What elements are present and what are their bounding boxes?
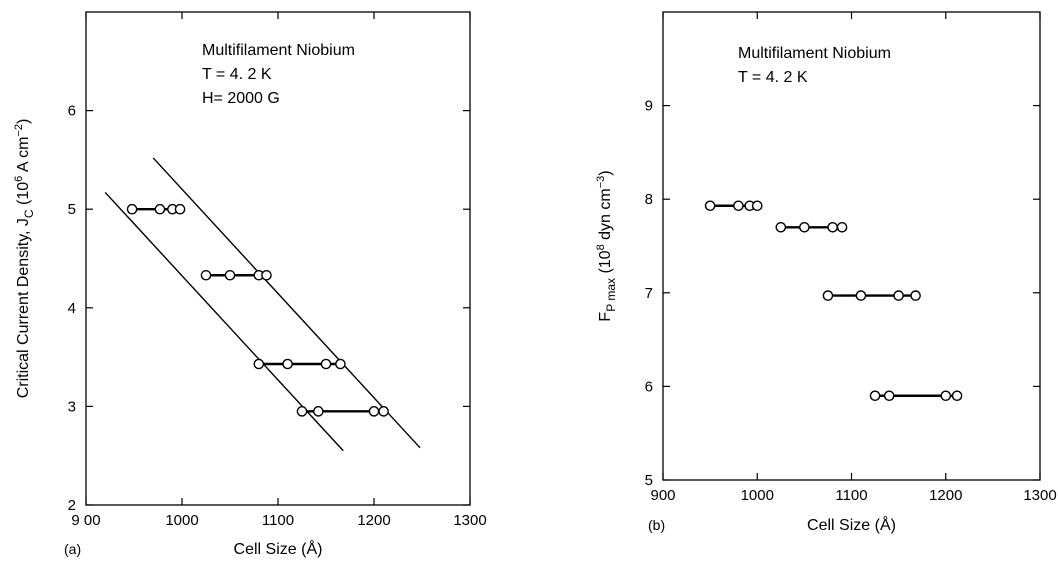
x-tick-label: 1300 (1023, 487, 1056, 504)
y-tick-label: 7 (645, 285, 653, 302)
data-point (282, 358, 293, 370)
annotation-line: T = 4. 2 K (202, 66, 272, 83)
y-tick-label: 5 (68, 201, 76, 218)
data-point (704, 200, 716, 212)
y-tick-label: 4 (68, 300, 76, 317)
panel-b: 900 1000 1100 1200 1300 5 6 7 8 9 Multifilament Ni… (595, 11, 1057, 534)
x-tick-label: 1200 (357, 512, 390, 529)
data-point (253, 358, 265, 370)
data-point (799, 221, 810, 233)
y-axis-label: Critical Current Density, JC (106 A cm−2… (13, 119, 36, 399)
data-point (910, 290, 921, 301)
data-point (335, 358, 346, 370)
panel-a: 9 00 1000 1100 1200 1300 2 3 4 5 6 Multifilament N… (13, 11, 487, 558)
data-point (827, 221, 838, 233)
y-tick-label: 8 (645, 191, 653, 208)
data-point (296, 406, 308, 417)
data-point (320, 358, 332, 370)
data-point (775, 221, 787, 233)
data-point (174, 203, 186, 215)
annotation-line: Multifilament Niobium (738, 45, 891, 62)
x-tick-label: 1200 (929, 487, 962, 504)
data-point (733, 200, 744, 212)
annotation-line: T = 4. 2 K (738, 69, 808, 86)
data-point (261, 269, 272, 281)
x-tick-label: 1000 (741, 487, 774, 504)
panel-label: (b) (648, 517, 665, 533)
data-point (940, 390, 952, 402)
x-tick-label: 1300 (453, 512, 486, 529)
data-point (368, 406, 380, 417)
annotation-line: H= 2000 G (202, 90, 280, 107)
data-point (951, 390, 963, 402)
x-tick-label: 1100 (835, 487, 867, 504)
plot-frame (85, 11, 471, 506)
x-tick-label: 900 (650, 487, 675, 504)
plot-frame (662, 11, 1041, 481)
data-point (224, 269, 236, 281)
trend-line (152, 157, 421, 449)
data-point (313, 406, 324, 417)
y-tick-label: 6 (645, 378, 653, 395)
x-axis-label: Cell Size (Å) (234, 539, 323, 558)
data-point (154, 203, 166, 215)
x-axis-label: Cell Size (Å) (807, 515, 896, 534)
panel-label: (a) (64, 541, 81, 557)
data-point (883, 390, 895, 402)
data-point (855, 290, 867, 301)
y-tick-label: 5 (645, 472, 653, 489)
data-point (836, 221, 848, 233)
x-tick-label: 9 00 (71, 512, 100, 529)
x-tick-label: 1000 (165, 512, 198, 529)
data-point (200, 269, 212, 281)
data-point (751, 200, 763, 212)
y-axis-label: FP max (108 dyn cm−3) (595, 170, 618, 321)
data-point (869, 390, 881, 402)
data-point (893, 290, 904, 301)
data-point (378, 406, 389, 417)
y-tick-label: 6 (68, 103, 76, 120)
x-tick-label: 1100 (262, 512, 294, 529)
y-tick-label: 3 (68, 398, 76, 415)
data-point (126, 203, 138, 215)
annotation-line: Multifilament Niobium (202, 42, 355, 59)
y-tick-label: 9 (645, 98, 653, 115)
data-point (822, 290, 834, 301)
y-tick-label: 2 (68, 497, 76, 514)
